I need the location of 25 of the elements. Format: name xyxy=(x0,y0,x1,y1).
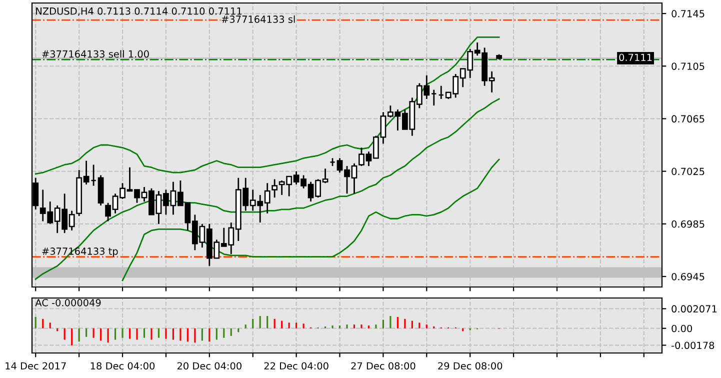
y-tick-label: -0.00178 xyxy=(672,342,714,350)
y-tick-label: 0.7065 xyxy=(672,115,704,123)
candlestick xyxy=(430,89,437,106)
ref-line-label: 0.7111 xyxy=(619,54,652,62)
y-tick-label: 0.7145 xyxy=(672,10,704,18)
candlestick xyxy=(438,85,444,100)
chart-title: NZDUSD,H4 0.7113 0.7114 0.7110 0.7111 xyxy=(36,7,242,16)
chart-title: AC -0.000049 xyxy=(35,298,101,306)
x-tick-label: 20 Dec 04:00 xyxy=(177,362,242,370)
y-tick-label: 0.7105 xyxy=(672,62,704,70)
line-series xyxy=(122,158,500,282)
line-series xyxy=(34,98,500,280)
y-tick-label: 0.7025 xyxy=(672,168,704,176)
x-tick-label: 14 Dec 2017 xyxy=(6,362,66,370)
candlestick xyxy=(272,178,278,198)
y-tick-label: 0.00 xyxy=(672,324,692,332)
ref-line-label: #377164133 sell 1.00 xyxy=(42,50,149,58)
y-tick-label: 0.6945 xyxy=(672,272,704,280)
y-tick-label: 0.6985 xyxy=(672,220,704,228)
ref-line-label: #377164133 sl xyxy=(222,15,295,23)
x-tick-label: 18 Dec 04:00 xyxy=(90,362,155,370)
x-tick-label: 27 Dec 08:00 xyxy=(351,362,416,370)
x-tick-label: 22 Dec 04:00 xyxy=(264,362,328,370)
x-tick-label: 29 Dec 08:00 xyxy=(438,362,502,370)
y-tick-label: 0.002071 xyxy=(672,305,717,313)
